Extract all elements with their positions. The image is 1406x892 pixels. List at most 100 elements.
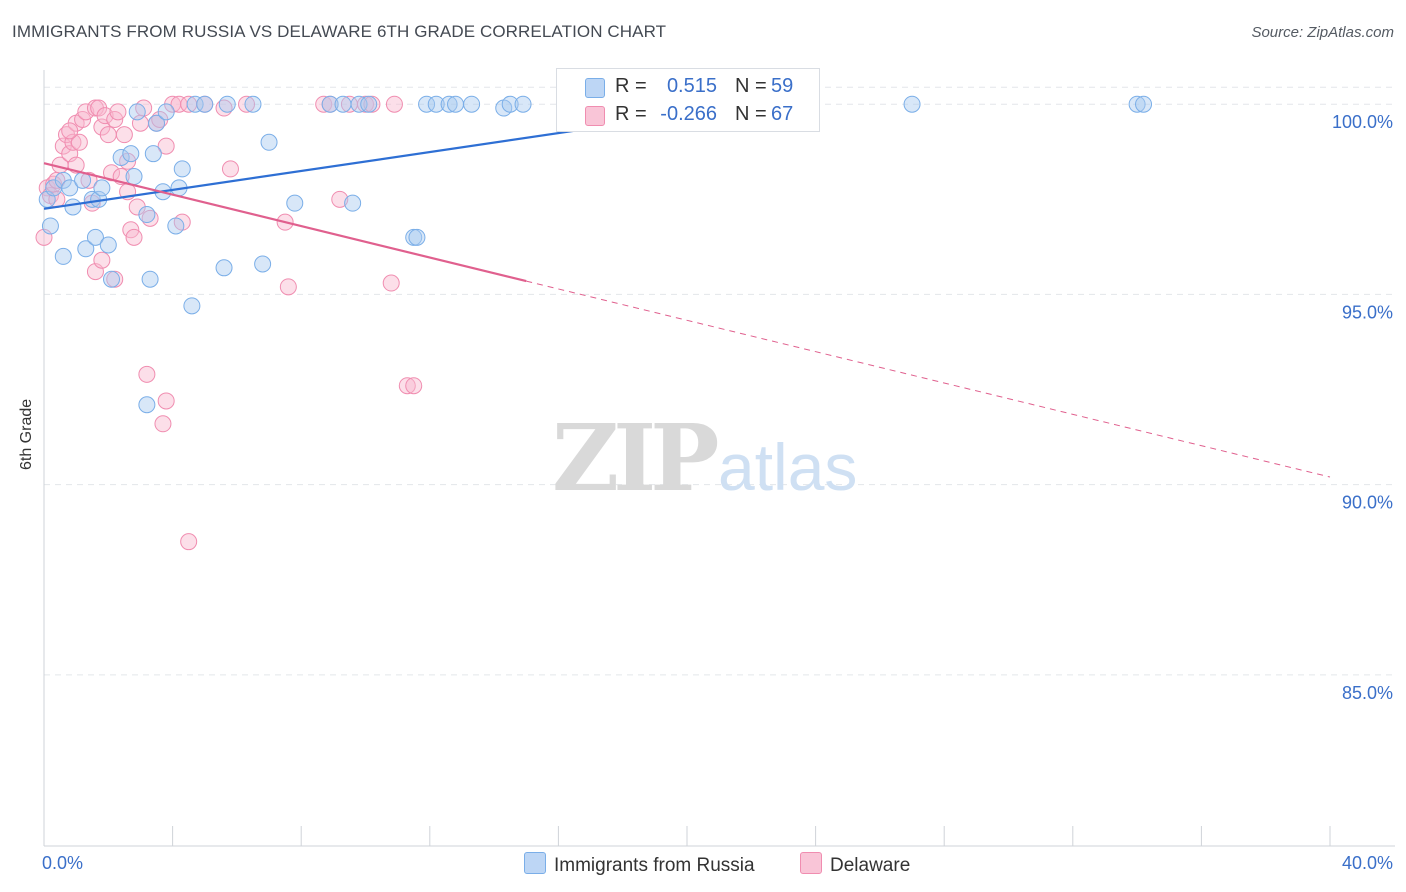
russia-point	[463, 95, 481, 113]
delaware-point	[405, 377, 423, 395]
russia-point	[440, 95, 458, 113]
delaware-point	[77, 103, 95, 121]
stats-legend: R = 0.515 N = 59 R = -0.266 N = 67	[556, 68, 820, 132]
x-tick-label: 0.0%	[42, 853, 83, 873]
delaware-point	[115, 126, 133, 144]
y-tick-label: 90.0%	[1342, 493, 1393, 513]
russia-point	[173, 160, 191, 178]
russia-point	[334, 95, 352, 113]
russia-point	[260, 133, 278, 151]
delaware-point	[221, 160, 239, 178]
watermark: ZIP atlas	[552, 404, 857, 512]
russia-point	[1128, 95, 1146, 113]
russia-point	[54, 247, 72, 265]
delaware-point	[99, 126, 117, 144]
russia-point	[99, 236, 117, 254]
russia-point	[360, 95, 378, 113]
russia-point	[93, 179, 111, 197]
russia-point	[144, 145, 162, 163]
bottom-legend-label-russia: Immigrants from Russia	[554, 855, 755, 876]
russia-point	[141, 270, 159, 288]
russia-point	[138, 396, 156, 414]
delaware-point	[398, 377, 416, 395]
bottom-legend-swatch-russia	[524, 852, 546, 874]
x-tick-label: 40.0%	[1342, 853, 1393, 873]
legend-r-value: 0.515	[666, 75, 717, 97]
bottom-legend-label-delaware: Delaware	[830, 855, 911, 876]
russia-point	[196, 95, 214, 113]
delaware-point	[238, 95, 256, 113]
delaware-point	[157, 392, 175, 410]
russia-point	[64, 198, 82, 216]
russia-point	[286, 194, 304, 212]
delaware-point	[64, 133, 82, 151]
watermark-zip: ZIP	[552, 404, 717, 512]
delaware-point	[70, 133, 88, 151]
delaware-point	[385, 95, 403, 113]
russia-point	[86, 228, 104, 246]
delaware-point	[125, 228, 143, 246]
trend-line-delaware	[43, 162, 527, 283]
russia-point	[903, 95, 921, 113]
delaware-point	[157, 137, 175, 155]
russia-point	[77, 240, 95, 258]
legend-row-delaware: R = -0.266 N = 67	[557, 101, 819, 129]
trend-line-delaware-extension	[526, 280, 1331, 478]
russia-point	[215, 259, 233, 277]
delaware-point	[154, 415, 172, 433]
russia-point	[408, 228, 426, 246]
source-label: Source: ZipAtlas.com	[1251, 24, 1394, 41]
russia-point	[447, 95, 465, 113]
legend-n-value: 67	[771, 103, 794, 125]
delaware-point	[331, 190, 349, 208]
russia-point	[167, 217, 185, 235]
legend-n-label: N =	[735, 103, 767, 125]
delaware-point	[80, 171, 98, 189]
axis-labels: 85.0% 90.0% 95.0% 100.0% 0.0% 40.0%	[42, 112, 1393, 873]
legend-r-value: -0.266	[660, 103, 717, 125]
legend-r-label: R =	[615, 75, 647, 97]
russia-point	[157, 103, 175, 121]
bottom-legend-swatch-delaware	[800, 852, 822, 874]
delaware-point	[109, 103, 127, 121]
delaware-point	[382, 274, 400, 292]
russia-point	[183, 297, 201, 315]
russia-point	[1135, 95, 1153, 113]
russia-point	[418, 95, 436, 113]
chart-title: IMMIGRANTS FROM RUSSIA VS DELAWARE 6TH G…	[12, 22, 667, 41]
russia-point	[344, 194, 362, 212]
russia-point	[112, 148, 130, 166]
y-tick-label: 95.0%	[1342, 302, 1393, 322]
y-tick-label: 85.0%	[1342, 683, 1393, 703]
russia-point	[41, 217, 59, 235]
russia-point	[128, 103, 146, 121]
delaware-point	[96, 107, 114, 125]
russia-point	[501, 95, 519, 113]
legend-n-label: N =	[735, 75, 767, 97]
y-axis-label: 6th Grade	[18, 398, 35, 470]
grid	[44, 86, 1395, 676]
legend-swatch-delaware	[585, 106, 605, 126]
delaware-points	[35, 95, 423, 551]
legend-r-label: R =	[615, 103, 647, 125]
russia-point	[427, 95, 445, 113]
bottom-legend-russia: Immigrants from Russia	[524, 852, 755, 877]
russia-points	[38, 95, 1153, 414]
russia-point	[61, 179, 79, 197]
russia-point	[321, 95, 339, 113]
y-tick-label: 100.0%	[1332, 112, 1393, 132]
russia-point	[350, 95, 368, 113]
delaware-point	[315, 95, 333, 113]
delaware-point	[138, 365, 156, 383]
legend-row-russia: R = 0.515 N = 59	[557, 73, 819, 101]
russia-point	[138, 206, 156, 224]
russia-point	[244, 95, 262, 113]
russia-point	[186, 95, 204, 113]
russia-point	[125, 168, 143, 186]
russia-point	[514, 95, 532, 113]
legend-swatch-russia	[585, 78, 605, 98]
delaware-point	[61, 122, 79, 140]
russia-point	[148, 114, 166, 132]
axes	[43, 70, 1395, 847]
